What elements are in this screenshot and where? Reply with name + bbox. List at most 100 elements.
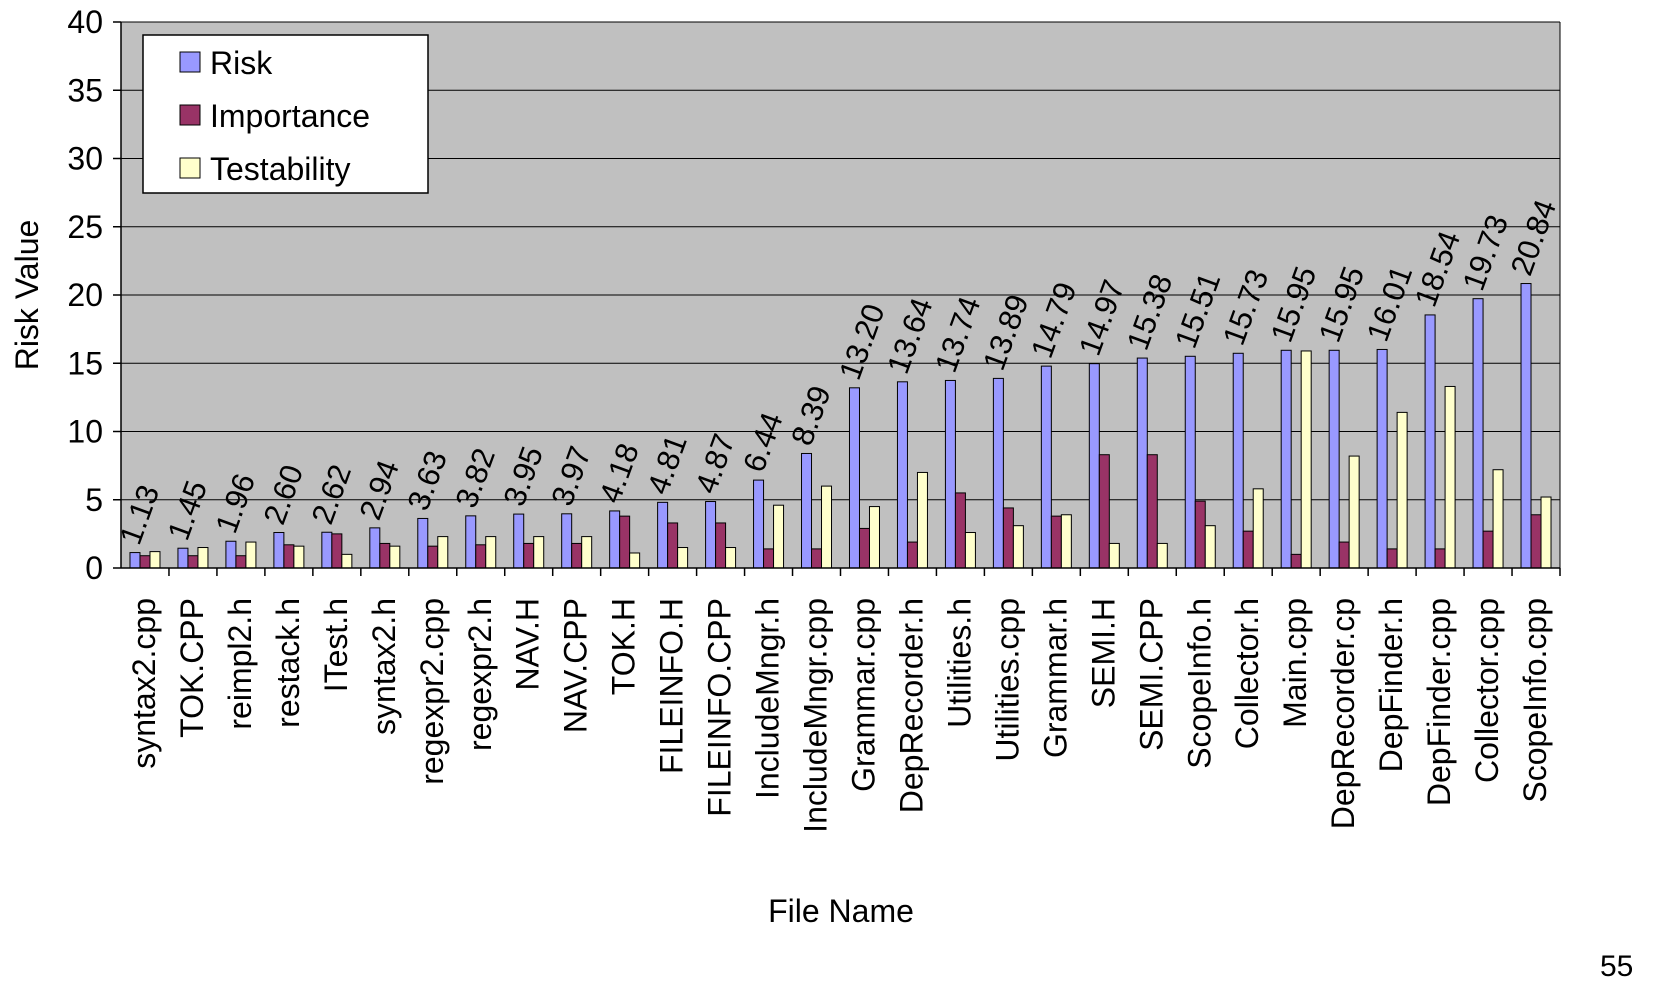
x-tick-label: FILEINFO.CPP (702, 598, 738, 817)
bar-importance (763, 548, 775, 569)
bar-testability (1492, 469, 1504, 569)
legend-label: Importance (210, 98, 370, 134)
bar-importance (523, 542, 535, 569)
bar-risk (1424, 314, 1436, 569)
bar-importance (1434, 548, 1446, 569)
bar-testability (1444, 385, 1456, 569)
legend-label: Risk (210, 45, 273, 81)
y-tick-label: 0 (85, 550, 103, 586)
bar-testability (197, 547, 209, 569)
bar-importance (1290, 553, 1302, 569)
bar-risk (1520, 283, 1532, 569)
bar-risk (609, 510, 621, 569)
axes (113, 21, 1561, 576)
bar-risk (1376, 348, 1388, 569)
bars (129, 283, 1552, 569)
bar-testability (916, 471, 928, 569)
x-tick-label: DepRecorder.h (893, 598, 929, 813)
x-tick-label: Grammar.cpp (845, 598, 881, 792)
bar-testability (245, 541, 257, 569)
bar-risk (1328, 349, 1340, 569)
bar-importance (187, 555, 199, 569)
y-tick-label: 35 (67, 72, 103, 108)
legend: Risk Importance Testability (142, 34, 429, 194)
y-tick-label: 10 (67, 414, 103, 450)
x-tick-label: FILEINFO.H (654, 598, 690, 774)
bar-risk (753, 479, 765, 569)
bar-testability (389, 545, 401, 569)
y-tick-label: 40 (67, 4, 103, 40)
bar-importance (1338, 541, 1350, 569)
x-tick-label: NAV.CPP (558, 598, 594, 733)
bar-risk (1184, 355, 1196, 569)
x-tick-label: DepFinder.h (1373, 598, 1409, 772)
bar-testability (773, 504, 785, 569)
bar-risk (1280, 349, 1292, 569)
x-tick-label: restack.h (270, 598, 306, 728)
bar-testability (1204, 525, 1216, 569)
bar-testability (1396, 411, 1408, 569)
bar-testability (485, 536, 497, 569)
bar-importance (571, 542, 583, 569)
x-tick-label: Utilities.h (941, 598, 977, 728)
page-number: 55 (1600, 950, 1634, 983)
y-tick-label: 25 (67, 209, 103, 245)
bar-importance (1194, 500, 1206, 569)
bar-testability (1348, 455, 1360, 569)
bar-testability (1012, 525, 1024, 569)
bar-testability (1060, 514, 1072, 569)
bar-testability (533, 536, 545, 569)
bar-testability (964, 532, 976, 569)
x-tick-label: DepRecorder.cp (1325, 598, 1361, 829)
bar-importance (954, 492, 966, 569)
bar-importance (1386, 548, 1398, 569)
bar-risk (705, 501, 717, 569)
bar-importance (1002, 507, 1014, 569)
x-tick-label: Main.cpp (1277, 598, 1313, 728)
bar-testability (1540, 496, 1552, 569)
bar-importance (1050, 515, 1062, 569)
bar-importance (1530, 514, 1542, 569)
bar-importance (811, 548, 823, 569)
bar-risk (848, 387, 860, 569)
bar-importance (1242, 530, 1254, 569)
bar-testability (1108, 542, 1120, 569)
bar-testability (1300, 350, 1312, 569)
bar-risk (513, 513, 525, 569)
bar-testability (868, 506, 880, 569)
bar-risk (465, 515, 477, 569)
x-tick-label: ScopeInfo.cpp (1517, 598, 1553, 803)
bar-importance (139, 555, 151, 569)
x-tick-label: Collector.cpp (1469, 598, 1505, 783)
bar-importance (283, 544, 295, 569)
x-tick-label: SEMI.CPP (1133, 598, 1169, 751)
x-tick-label: Utilities.cpp (989, 598, 1025, 762)
x-tick-label: ScopeInfo.h (1181, 598, 1217, 769)
bar-importance (667, 522, 679, 569)
y-tick-label: 5 (85, 482, 103, 518)
bar-risk (1040, 365, 1052, 569)
legend-swatch (179, 104, 201, 126)
x-tick-label: Collector.h (1229, 598, 1265, 749)
bar-risk (944, 379, 956, 569)
bar-testability (725, 547, 737, 569)
bar-testability (821, 485, 833, 569)
bar-risk (321, 531, 333, 569)
gridlines (121, 21, 1560, 501)
bar-risk (1232, 352, 1244, 569)
legend-swatch (179, 51, 201, 73)
bar-testability (629, 552, 641, 569)
x-tick-label: regexpr2.h (462, 598, 498, 751)
x-tick-label: SEMI.H (1085, 598, 1121, 708)
x-tick-label: syntax2.h (366, 598, 402, 735)
bar-risk (129, 552, 141, 569)
x-tick-label: reimpl2.h (222, 598, 258, 730)
bar-testability (437, 536, 449, 569)
x-axis-label: File Name (768, 893, 914, 929)
bar-testability (341, 553, 353, 569)
x-tick-label: DepFinder.cpp (1421, 598, 1457, 806)
x-tick-label: NAV.H (510, 598, 546, 690)
x-tick-label: IncludeMngr.h (750, 598, 786, 799)
legend-swatch (179, 157, 201, 179)
bar-testability (581, 536, 593, 569)
